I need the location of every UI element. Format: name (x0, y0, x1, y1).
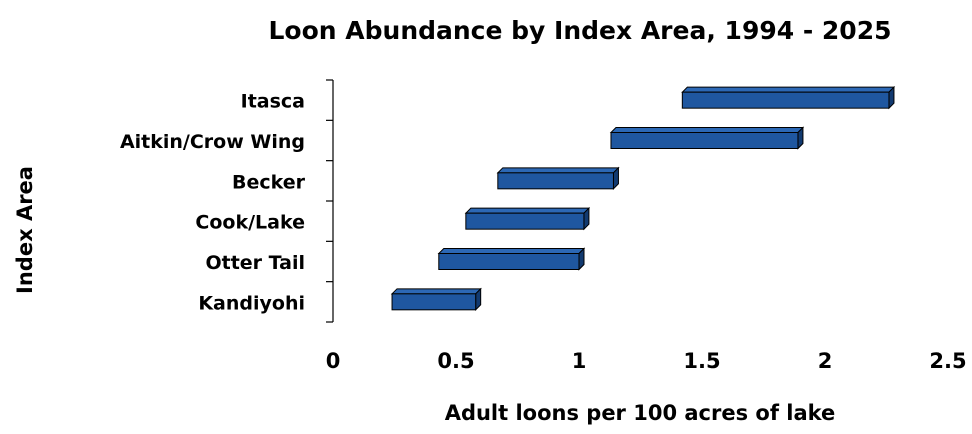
category-label: Kandiyohi (198, 292, 305, 314)
bar (437, 247, 586, 271)
x-tick-label: 2 (818, 349, 833, 373)
bar (390, 287, 482, 312)
y-axis-title: Index Area (13, 166, 37, 294)
bar (609, 126, 805, 150)
x-tick-label: 2.5 (929, 349, 966, 373)
x-tick-label: 1.5 (683, 349, 720, 373)
category-label: Otter Tail (205, 252, 305, 274)
category-label: Becker (232, 171, 306, 193)
category-label: Cook/Lake (195, 212, 305, 234)
x-tick-label: 0 (326, 349, 341, 373)
bar (464, 206, 591, 231)
bar (681, 85, 896, 110)
category-label: Itasca (241, 91, 305, 113)
bar (496, 166, 620, 191)
category-label: Aitkin/Crow Wing (120, 131, 305, 153)
chart-title: Loon Abundance by Index Area, 1994 - 202… (269, 16, 892, 45)
x-axis-title: Adult loons per 100 acres of lake (445, 401, 836, 425)
x-tick-label: 0.5 (437, 349, 474, 373)
x-tick-label: 1 (572, 349, 587, 373)
